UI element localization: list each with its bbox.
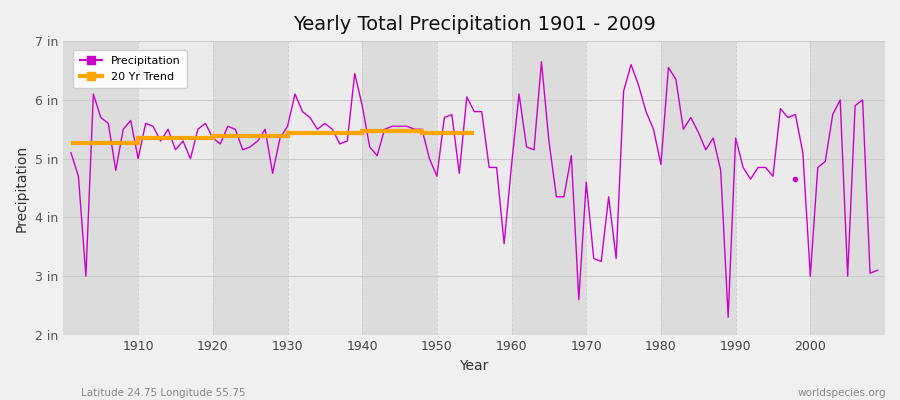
Bar: [287, 41, 362, 335]
Bar: [436, 41, 511, 335]
Bar: [661, 41, 735, 335]
Text: worldspecies.org: worldspecies.org: [798, 388, 886, 398]
Bar: [64, 41, 139, 335]
Y-axis label: Precipitation: Precipitation: [15, 144, 29, 232]
Bar: [735, 41, 810, 335]
Bar: [213, 41, 287, 335]
Bar: [511, 41, 586, 335]
Bar: [810, 41, 885, 335]
Bar: [139, 41, 213, 335]
X-axis label: Year: Year: [460, 359, 489, 373]
Text: Latitude 24.75 Longitude 55.75: Latitude 24.75 Longitude 55.75: [81, 388, 246, 398]
Bar: [362, 41, 436, 335]
Bar: [586, 41, 661, 335]
Legend: Precipitation, 20 Yr Trend: Precipitation, 20 Yr Trend: [73, 50, 187, 88]
Title: Yearly Total Precipitation 1901 - 2009: Yearly Total Precipitation 1901 - 2009: [292, 15, 656, 34]
